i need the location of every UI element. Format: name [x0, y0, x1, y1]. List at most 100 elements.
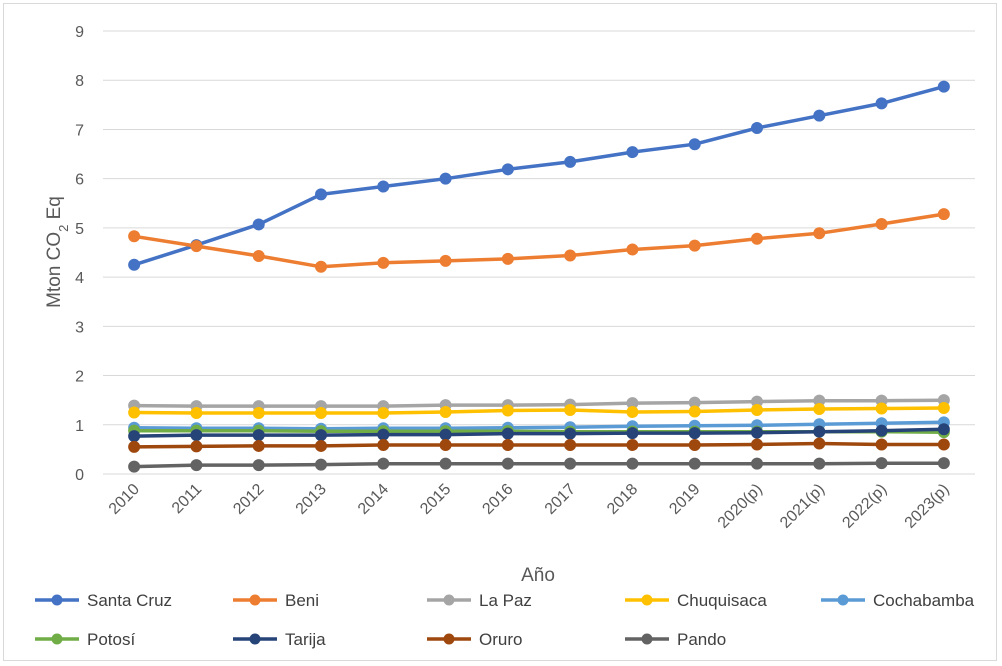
data-point: [252, 429, 265, 442]
data-point: [252, 459, 265, 472]
legend-item: Beni: [233, 591, 319, 610]
data-point: [688, 427, 701, 440]
data-point: [751, 438, 763, 451]
legend-label: Cochabamba: [873, 591, 975, 610]
legend-item: Cochabamba: [821, 591, 975, 610]
x-tick-label: 2012: [230, 481, 267, 518]
y-axis-title: Mton CO2 Eq: [44, 196, 71, 308]
legend-label: Tarija: [285, 630, 326, 649]
data-point: [626, 243, 639, 256]
series-line: [132, 84, 946, 267]
series-line: [132, 441, 946, 449]
series-8: [128, 457, 950, 473]
data-point: [501, 427, 514, 440]
data-point: [501, 252, 514, 265]
data-point: [875, 402, 888, 415]
x-tick-label: 2014: [355, 481, 392, 518]
series-1: [128, 208, 950, 273]
y-tick-label: 8: [75, 73, 84, 90]
series-line: [132, 427, 946, 438]
data-point: [564, 249, 577, 262]
data-point: [252, 218, 265, 231]
data-point: [501, 404, 514, 417]
data-point: [377, 180, 390, 193]
data-point: [751, 426, 763, 439]
x-axis-ticks: 2010 2011 2012 2013 2014 2015 2016 2017 2018 2019…: [106, 481, 953, 532]
legend-label: Santa Cruz: [87, 591, 172, 610]
legend-swatch-marker: [641, 633, 653, 645]
legend-swatch-marker: [443, 633, 455, 645]
legend-swatch-marker: [51, 633, 63, 645]
legend-swatch-marker: [443, 594, 455, 606]
data-point: [128, 258, 141, 271]
data-point: [377, 256, 390, 269]
legend-label: La Paz: [479, 591, 532, 610]
data-point: [937, 80, 950, 93]
data-point: [315, 458, 327, 471]
data-point: [751, 404, 763, 417]
data-point: [626, 427, 639, 440]
data-point: [813, 109, 826, 122]
data-point: [564, 155, 577, 168]
gridlines: [103, 30, 975, 475]
data-point: [128, 406, 141, 419]
x-tick-label: 2015: [417, 481, 454, 518]
data-point: [501, 457, 514, 470]
data-point: [937, 423, 950, 436]
legend-swatch-marker: [249, 633, 261, 645]
data-point: [439, 428, 452, 441]
y-tick-label: 2: [75, 369, 84, 386]
data-point: [813, 425, 826, 438]
data-point: [501, 163, 514, 176]
data-point: [875, 438, 888, 451]
data-point: [813, 403, 826, 416]
legend-item: Chuquisaca: [625, 591, 767, 610]
data-point: [128, 230, 141, 243]
series-0: [128, 80, 950, 271]
data-point: [813, 227, 826, 240]
data-point: [377, 457, 390, 470]
legend-item: Pando: [625, 630, 726, 649]
data-point: [190, 440, 203, 453]
data-point: [439, 405, 452, 418]
data-point: [688, 438, 701, 451]
data-point: [315, 406, 327, 419]
x-tick-label: 2020(p): [715, 481, 766, 532]
x-tick-label: 2022(p): [839, 481, 890, 532]
legend-label: Beni: [285, 591, 319, 610]
series-7: [128, 437, 950, 453]
data-point: [875, 97, 888, 110]
x-tick-label: 2016: [479, 481, 516, 518]
data-point: [626, 438, 639, 451]
data-point: [626, 146, 639, 159]
data-point: [377, 428, 390, 441]
data-point: [128, 440, 141, 453]
data-point: [937, 457, 950, 470]
y-tick-label: 1: [75, 418, 84, 435]
x-tick-label: 2018: [604, 481, 641, 518]
data-point: [315, 439, 327, 452]
legend-label: Oruro: [479, 630, 522, 649]
data-point: [813, 437, 826, 450]
data-point: [501, 438, 514, 451]
legend-label: Potosí: [87, 630, 135, 649]
data-point: [439, 438, 452, 451]
series-line: [132, 398, 946, 408]
data-point: [626, 457, 639, 470]
data-point: [315, 260, 327, 273]
legend-swatch-marker: [837, 594, 849, 606]
legend-swatch-marker: [51, 594, 63, 606]
y-tick-label: 4: [75, 270, 84, 287]
y-axis-title-sub: 2: [56, 225, 71, 232]
data-point: [252, 249, 265, 262]
y-axis-title-main: Mton CO: [44, 232, 65, 308]
series-line: [132, 212, 946, 269]
x-axis-title: Año: [521, 565, 555, 586]
data-point: [190, 459, 203, 472]
data-point: [190, 429, 203, 442]
x-tick-label: 2017: [542, 481, 579, 518]
data-point: [252, 439, 265, 452]
data-point: [688, 457, 701, 470]
y-tick-label: 6: [75, 172, 84, 189]
